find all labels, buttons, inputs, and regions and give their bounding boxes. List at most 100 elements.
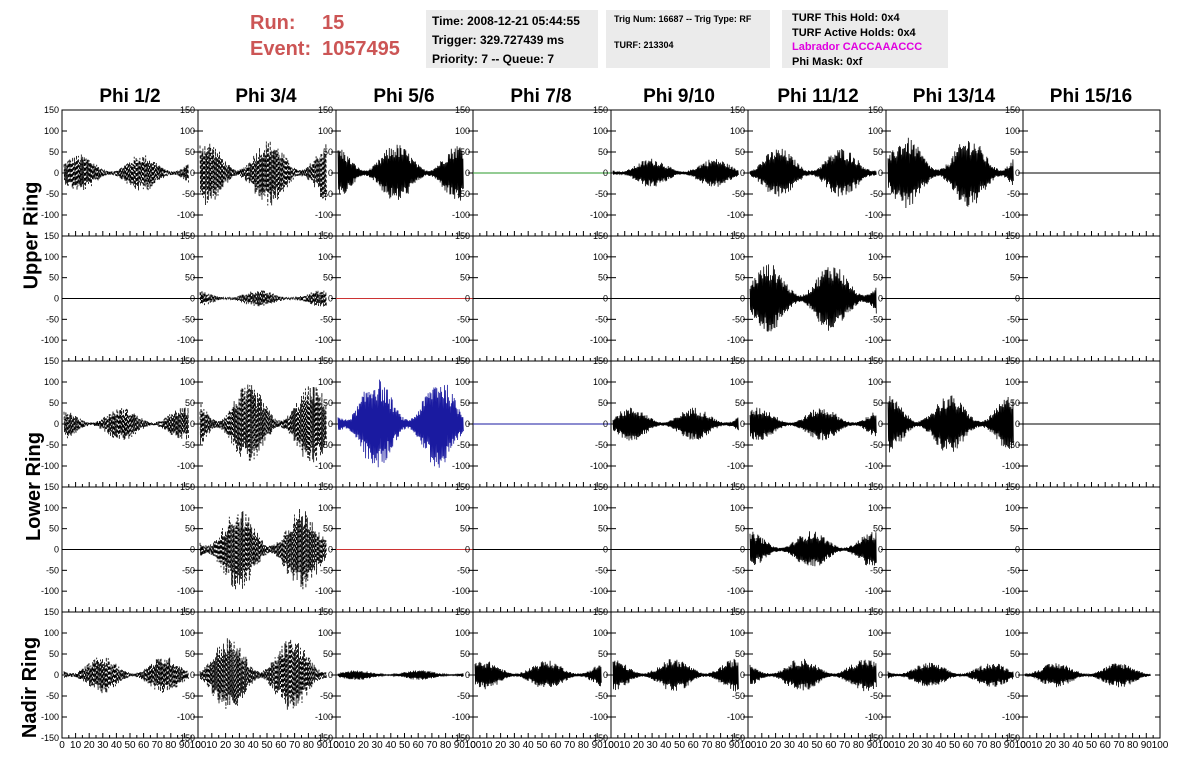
x-tick-label: 20 xyxy=(633,740,645,751)
y-tick-label: -100 xyxy=(590,712,608,722)
y-tick-label: -50 xyxy=(182,189,195,199)
x-tick-label: 90 xyxy=(592,740,604,751)
y-tick-label: 150 xyxy=(593,482,608,492)
col-header-4: Phi 7/8 xyxy=(510,86,572,107)
y-tick-label: -50 xyxy=(870,691,883,701)
y-tick-label: -50 xyxy=(1007,314,1020,324)
y-tick-label: 0 xyxy=(603,545,608,555)
y-tick-label: 100 xyxy=(455,126,470,136)
y-tick-label: 150 xyxy=(180,482,195,492)
y-tick-label: -100 xyxy=(315,712,333,722)
y-tick-label: -100 xyxy=(590,586,608,596)
x-tick-label: 40 xyxy=(111,740,123,751)
x-tick-label: 80 xyxy=(165,740,177,751)
y-tick-label: 0 xyxy=(328,670,333,680)
y-tick-label: 0 xyxy=(603,670,608,680)
y-tick-label: 50 xyxy=(49,649,59,659)
y-tick-label: 100 xyxy=(868,503,883,513)
y-tick-label: -100 xyxy=(727,586,745,596)
waveform-trace xyxy=(199,384,327,463)
y-tick-label: 0 xyxy=(878,294,883,304)
y-tick-label: 0 xyxy=(740,419,745,429)
y-tick-label: 150 xyxy=(44,356,59,366)
phi-mask-text: Phi Mask: 0xf xyxy=(792,55,863,68)
y-tick-label: 100 xyxy=(1005,628,1020,638)
x-tick-label: 50 xyxy=(399,740,411,751)
y-tick-label: 50 xyxy=(460,649,470,659)
y-tick-label: 0 xyxy=(740,545,745,555)
y-tick-label: 150 xyxy=(180,607,195,617)
waveform-trace xyxy=(887,137,1014,209)
x-tick-label: 10 xyxy=(619,740,631,751)
y-tick-label: -100 xyxy=(315,335,333,345)
y-tick-label: 150 xyxy=(593,607,608,617)
x-tick-label: 20 xyxy=(908,740,920,751)
col-header-8: Phi 15/16 xyxy=(1049,86,1133,107)
labrador-text: Labrador CACCAAACCC xyxy=(792,41,923,53)
y-tick-label: 50 xyxy=(460,273,470,283)
y-tick-label: -100 xyxy=(865,461,883,471)
y-tick-label: -50 xyxy=(320,565,333,575)
y-tick-label: 100 xyxy=(1005,252,1020,262)
y-tick-label: 100 xyxy=(44,503,59,513)
y-tick-label: 150 xyxy=(730,231,745,241)
y-tick-label: 50 xyxy=(460,398,470,408)
x-tick-label: 80 xyxy=(303,740,315,751)
y-tick-label: 150 xyxy=(318,482,333,492)
y-tick-label: 150 xyxy=(455,105,470,115)
y-tick-label: -150 xyxy=(452,733,470,743)
y-tick-label: 150 xyxy=(730,482,745,492)
y-tick-label: -50 xyxy=(182,691,195,701)
y-tick-label: -50 xyxy=(732,314,745,324)
x-tick-label: 40 xyxy=(248,740,260,751)
turf-text: TURF: 213304 xyxy=(614,40,674,50)
x-tick-label: 60 xyxy=(275,740,287,751)
y-tick-label: 100 xyxy=(318,126,333,136)
turf-this-hold: TURF This Hold: 0x4 xyxy=(792,12,900,24)
y-tick-label: -100 xyxy=(865,210,883,220)
run-value: 15 xyxy=(322,12,345,34)
y-tick-label: -50 xyxy=(457,440,470,450)
x-tick-label: 30 xyxy=(509,740,521,751)
y-tick-label: 150 xyxy=(455,607,470,617)
trig-info-panel: Trig Num: 16687 -- Trig Type: RF TURF: 2… xyxy=(606,10,770,68)
y-tick-label: -100 xyxy=(452,712,470,722)
x-tick-label: 30 xyxy=(922,740,934,751)
y-tick-label: -50 xyxy=(1007,189,1020,199)
y-tick-label: -50 xyxy=(182,314,195,324)
y-tick-label: 0 xyxy=(878,545,883,555)
y-tick-label: 100 xyxy=(730,377,745,387)
y-tick-label: 150 xyxy=(318,356,333,366)
y-tick-label: 100 xyxy=(1005,377,1020,387)
y-tick-label: 100 xyxy=(593,252,608,262)
x-tick-label: 80 xyxy=(1127,740,1139,751)
y-tick-label: 100 xyxy=(868,126,883,136)
y-tick-label: 100 xyxy=(180,377,195,387)
y-tick-label: 100 xyxy=(180,126,195,136)
col-header-3: Phi 5/6 xyxy=(373,86,435,107)
x-tick-label: 100 xyxy=(603,740,620,751)
x-tick-label: 10 xyxy=(1031,740,1043,751)
y-tick-label: -50 xyxy=(320,314,333,324)
y-tick-label: 50 xyxy=(873,398,883,408)
y-tick-label: -100 xyxy=(727,461,745,471)
x-tick-label: 10 xyxy=(206,740,218,751)
x-tick-label: 80 xyxy=(715,740,727,751)
event-value: 1057495 xyxy=(322,38,400,60)
x-tick-label: 40 xyxy=(385,740,397,751)
y-tick-label: 0 xyxy=(878,168,883,178)
waveform-trace xyxy=(474,660,602,690)
y-tick-label: 150 xyxy=(868,231,883,241)
y-tick-label: -100 xyxy=(1002,586,1020,596)
x-tick-label: 70 xyxy=(839,740,851,751)
y-tick-label: 100 xyxy=(730,503,745,513)
y-tick-label: 150 xyxy=(1005,105,1020,115)
y-tick-label: 150 xyxy=(455,356,470,366)
col-header-2: Phi 3/4 xyxy=(235,86,297,107)
y-tick-label: 50 xyxy=(735,147,745,157)
run-event-box: Run: 15 Event: 1057495 xyxy=(250,10,418,66)
y-tick-label: 150 xyxy=(868,607,883,617)
trig-num-text: Trig Num: 16687 -- Trig Type: RF xyxy=(614,14,752,24)
x-tick-label: 0 xyxy=(333,740,339,751)
x-tick-label: 10 xyxy=(894,740,906,751)
